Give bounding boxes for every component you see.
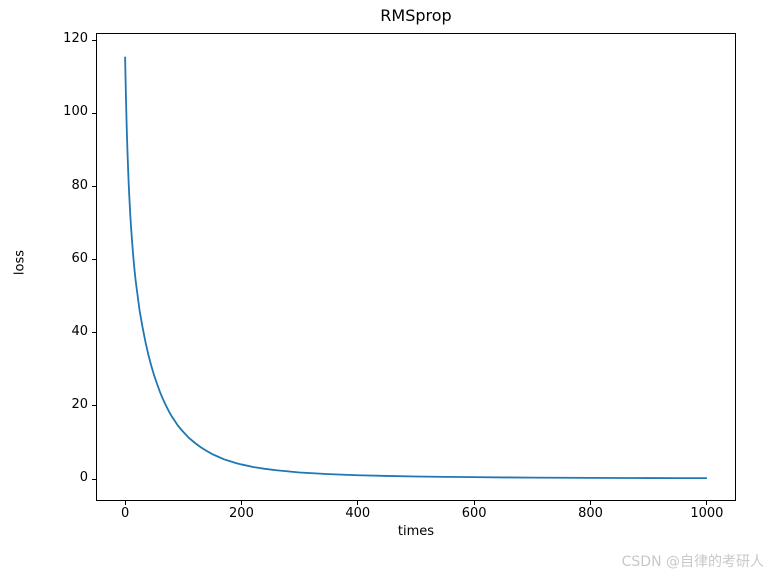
y-tick-mark [92, 40, 96, 41]
x-tick-mark [357, 501, 358, 505]
watermark-text: CSDN @自律的考研人 [622, 551, 764, 571]
y-tick-label: 0 [48, 470, 88, 485]
y-tick-mark [92, 113, 96, 114]
y-tick-label: 80 [48, 178, 88, 193]
x-tick-mark [241, 501, 242, 505]
plot-area [96, 33, 736, 501]
y-tick-mark [92, 186, 96, 187]
y-tick-label: 60 [48, 251, 88, 266]
y-tick-label: 20 [48, 397, 88, 412]
x-tick-mark [590, 501, 591, 505]
y-tick-mark [92, 332, 96, 333]
y-tick-mark [92, 479, 96, 480]
chart-title: RMSprop [96, 6, 736, 25]
figure: RMSprop loss times 0 200 400 600 800 1000 0 20… [0, 0, 774, 577]
y-tick-label: 40 [48, 324, 88, 339]
x-tick-label: 400 [333, 506, 383, 521]
x-tick-mark [706, 501, 707, 505]
x-tick-mark [474, 501, 475, 505]
x-tick-label: 1000 [682, 506, 732, 521]
y-tick-mark [92, 405, 96, 406]
x-tick-label: 600 [449, 506, 499, 521]
y-tick-label: 120 [48, 31, 88, 46]
x-tick-label: 0 [100, 506, 150, 521]
x-axis-label: times [96, 524, 736, 539]
y-axis-label: loss [13, 233, 28, 293]
x-tick-mark [125, 501, 126, 505]
x-tick-label: 800 [566, 506, 616, 521]
loss-line [125, 57, 707, 478]
line-chart-svg [96, 33, 736, 501]
y-tick-label: 100 [48, 104, 88, 119]
x-tick-label: 200 [216, 506, 266, 521]
y-tick-mark [92, 259, 96, 260]
